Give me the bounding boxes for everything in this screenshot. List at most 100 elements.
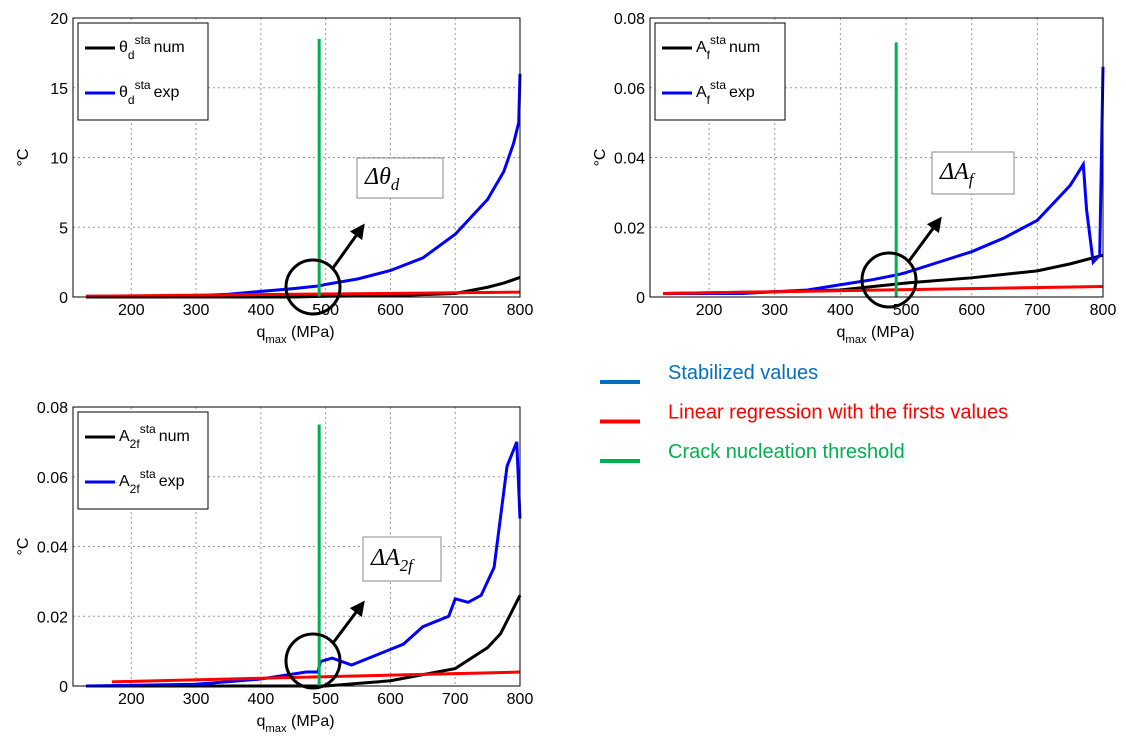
- annotation-box: [356, 157, 444, 199]
- axes-frame: [72, 17, 521, 298]
- highlight-circle: [284, 632, 342, 690]
- annotation-sub: d: [391, 175, 400, 194]
- legend-label: θdsta num: [119, 33, 185, 62]
- x-tick-label: 800: [1090, 302, 1117, 319]
- series-line: [85, 290, 521, 298]
- annotation-sub: 2f: [400, 556, 415, 575]
- x-tick-label: 700: [442, 302, 469, 319]
- x-tick-label: 600: [377, 302, 404, 319]
- legend-sub: d: [128, 48, 135, 62]
- y-tick-label: 0.04: [614, 151, 645, 168]
- x-axis-label-rest: (MPa): [287, 324, 335, 341]
- y-tick-label: 0.06: [614, 81, 645, 98]
- x-tick-label: 400: [248, 302, 275, 319]
- legend-sup: sta: [140, 467, 156, 481]
- y-tick-label: 0.02: [37, 609, 68, 626]
- annotation-base: ΔA: [370, 545, 400, 571]
- legend-symbol: A: [119, 473, 130, 490]
- y-axis-label: °C: [592, 149, 609, 167]
- x-axis-label-rest: (MPa): [867, 324, 915, 341]
- legend-sup: sta: [710, 33, 726, 47]
- x-axis-label-sub: max: [845, 334, 867, 346]
- legend-symbol: A: [696, 39, 707, 56]
- x-tick-label: 300: [183, 302, 210, 319]
- legend-label: Linear regression with the firsts values: [668, 402, 1008, 424]
- x-tick-label: 800: [507, 302, 534, 319]
- x-tick-label: 300: [183, 691, 210, 708]
- annotation-arrow: [331, 600, 365, 644]
- legend-symbol: θ: [119, 39, 128, 56]
- annotation-box: [362, 536, 442, 582]
- x-tick-label: 700: [1024, 302, 1051, 319]
- x-tick-label: 400: [827, 302, 854, 319]
- annotation-base: Δθ: [364, 164, 391, 190]
- y-axis-label: °C: [15, 538, 32, 556]
- global-legend: Stabilized values Linear regression with …: [600, 362, 1008, 463]
- legend-sup: sta: [135, 33, 151, 47]
- x-axis-label: qmax (MPa): [257, 713, 335, 735]
- y-tick-label: 0.06: [37, 470, 68, 487]
- x-tick-label: 600: [958, 302, 985, 319]
- legend-name: num: [159, 428, 190, 445]
- series-line: [663, 285, 1104, 296]
- annotation-base: ΔA: [939, 159, 969, 185]
- legend-sub: 2f: [130, 482, 141, 496]
- legend-name: exp: [729, 84, 755, 101]
- x-tick-label: 600: [377, 691, 404, 708]
- y-tick-label: 10: [50, 151, 68, 168]
- legend-label: θdsta exp: [119, 78, 180, 107]
- legend-sub: d: [128, 93, 135, 107]
- annotation-arrow: [907, 216, 942, 262]
- legend-sup: sta: [710, 78, 726, 92]
- legend-label: Crack nucleation threshold: [668, 441, 905, 463]
- x-tick-label: 800: [507, 691, 534, 708]
- legend-symbol: A: [119, 428, 130, 445]
- x-axis-label-base: q: [257, 713, 266, 730]
- x-tick-label: 200: [696, 302, 723, 319]
- x-axis-label-base: q: [257, 324, 266, 341]
- y-tick-label: 15: [50, 81, 68, 98]
- legend-name: num: [154, 39, 185, 56]
- legend-symbol: A: [696, 84, 707, 101]
- legend-label: Stabilized values: [668, 362, 818, 384]
- legend-symbol: θ: [119, 84, 128, 101]
- y-tick-label: 0.02: [614, 220, 645, 237]
- legend-sub: 2f: [130, 437, 141, 451]
- x-tick-label: 300: [761, 302, 788, 319]
- x-axis-label: qmax (MPa): [257, 324, 335, 346]
- y-tick-label: 0: [59, 290, 68, 307]
- legend-box: [77, 22, 209, 121]
- legend-box: [654, 22, 786, 121]
- x-axis-label-sub: max: [265, 723, 287, 735]
- y-tick-label: 0: [59, 679, 68, 696]
- y-tick-label: 0.08: [37, 400, 68, 417]
- legend-label: Afsta exp: [696, 78, 755, 107]
- series-line: [85, 441, 522, 688]
- annotation-sub: f: [969, 170, 976, 189]
- annotation: ΔA2f: [370, 545, 415, 575]
- legend-sup: sta: [140, 422, 156, 436]
- annotation-box: [931, 151, 1015, 195]
- y-tick-label: 20: [50, 11, 68, 28]
- legend-sub: f: [707, 93, 711, 107]
- x-tick-label: 200: [118, 691, 145, 708]
- highlight-circle: [284, 258, 342, 316]
- y-tick-label: 0.04: [37, 540, 68, 557]
- legend-label: Afsta num: [696, 33, 760, 62]
- x-tick-label: 400: [248, 691, 275, 708]
- y-tick-label: 0: [636, 290, 645, 307]
- legend-name: exp: [154, 84, 180, 101]
- legend-name: num: [729, 39, 760, 56]
- highlight-circle: [860, 251, 918, 309]
- legend-sup: sta: [135, 78, 151, 92]
- legend-name: exp: [159, 473, 185, 490]
- x-axis-label-base: q: [837, 324, 846, 341]
- legend-label: A2fsta num: [119, 422, 190, 451]
- chart: 200 300 400 500 600 700 800 0 0.02 0.04 0.06 0.08 qm…: [15, 400, 533, 735]
- x-tick-label: 700: [442, 691, 469, 708]
- legend-label: A2fsta exp: [119, 467, 185, 496]
- legend-sub: f: [707, 48, 711, 62]
- axes-frame: [649, 17, 1104, 298]
